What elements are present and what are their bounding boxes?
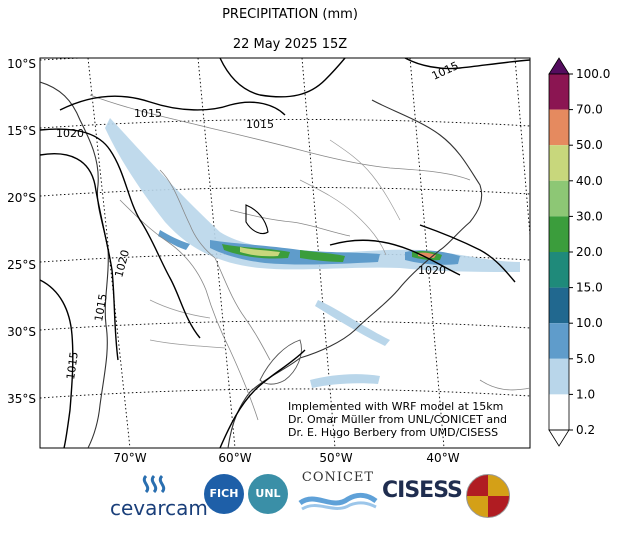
- colorbar-label: 15.0: [576, 281, 603, 295]
- colorbar-label: 20.0: [576, 245, 603, 259]
- map-title: PRECIPITATION (mm): [222, 7, 358, 22]
- conicet-wordmark: CONICET: [301, 470, 375, 485]
- isobar-label: 1020: [56, 127, 84, 140]
- colorbar-label: 0.2: [576, 423, 595, 437]
- fich-logo: FICH: [204, 474, 244, 514]
- credit-line-1: Implemented with WRF model at 15km: [288, 400, 503, 413]
- colorbar-segment: [549, 252, 569, 288]
- conicet-wave-icon: [298, 492, 378, 511]
- cisess-logo: CISESS: [382, 478, 464, 514]
- colorbar-segment: [549, 180, 569, 217]
- colorbar-segment: [549, 287, 569, 324]
- lat-label: 15°S: [7, 124, 36, 138]
- precipitation-field: [105, 118, 520, 388]
- credit-line-2: Dr. Omar Müller from UNL/CONICET and: [288, 413, 507, 426]
- isobar-label: 1015: [134, 107, 162, 120]
- lat-label: 25°S: [7, 258, 36, 272]
- isobar-label: 1015: [64, 351, 81, 381]
- colorbar-label: 100.0: [576, 67, 610, 81]
- cevarcam-logo: cevarcam: [110, 472, 208, 522]
- colorbar-segment: [549, 74, 569, 110]
- cevarcam-wordmark: cevarcam: [110, 496, 208, 520]
- colorbar-segment: [549, 216, 569, 252]
- isobar-label: 1020: [418, 264, 446, 277]
- colorbar-segment: [549, 109, 569, 146]
- cisess-wordmark: CISESS: [382, 478, 463, 503]
- credit-line-3: Dr. E. Hugo Berbery from UMD/CISESS: [288, 426, 498, 439]
- isobars: [40, 58, 530, 448]
- lon-label: 70°W: [113, 451, 146, 465]
- colorbar-segment: [549, 394, 569, 430]
- colorbar-segment: [549, 145, 569, 181]
- colorbar-extend-top: [548, 57, 570, 75]
- colorbar-label: 5.0: [576, 352, 595, 366]
- colorbar-segment: [549, 323, 569, 359]
- lon-label: 40°W: [426, 451, 459, 465]
- colorbar-label: 40.0: [576, 174, 603, 188]
- lat-label: 35°S: [7, 392, 36, 406]
- isobar-label: 1015: [92, 293, 110, 323]
- lon-label: 60°W: [218, 451, 251, 465]
- isobar-label: 1015: [246, 118, 274, 131]
- lon-label: 50°W: [319, 451, 352, 465]
- unl-logo: UNL: [248, 474, 288, 514]
- colorbar-label: 30.0: [576, 209, 603, 223]
- colorbar-label: 70.0: [576, 103, 603, 117]
- colorbar-extend-bottom: [548, 429, 570, 447]
- boundaries: [40, 81, 530, 448]
- map-subtitle: 22 May 2025 15Z: [232, 37, 348, 52]
- lat-label: 20°S: [7, 191, 36, 205]
- colorbar-label: 10.0: [576, 316, 603, 330]
- colorbar-label: 1.0: [576, 387, 595, 401]
- lat-label: 10°S: [7, 57, 36, 71]
- lat-label: 30°S: [7, 325, 36, 339]
- umd-seal-logo: [466, 474, 510, 518]
- colorbar-segment: [549, 358, 569, 395]
- colorbar: 100.0 70.0 50.0 40.0 30.0 20.0 15.0 10.0 5.0 1.0 0…: [548, 57, 610, 447]
- cevarcam-swirl-icon: [142, 474, 166, 494]
- colorbar-label: 50.0: [576, 138, 603, 152]
- conicet-logo: CONICET: [296, 470, 380, 520]
